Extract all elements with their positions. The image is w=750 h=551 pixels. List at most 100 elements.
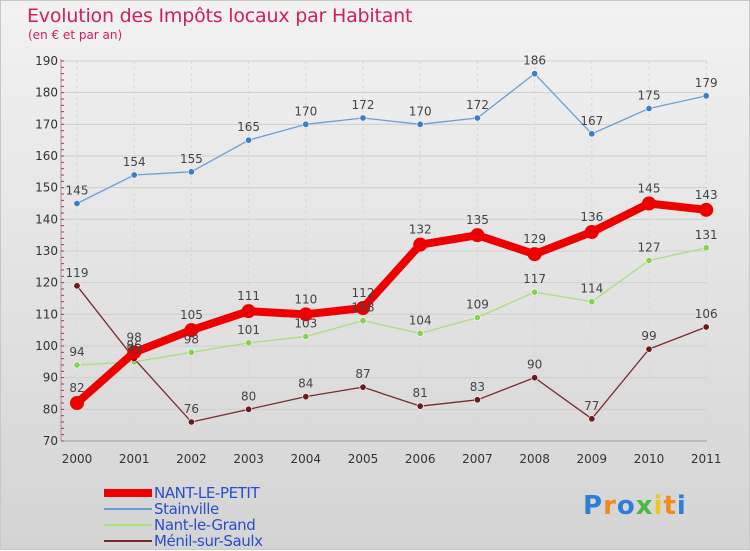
data-label: 95 (127, 342, 142, 356)
series-line (76, 285, 707, 423)
y-tick-label: 190 (35, 54, 58, 68)
data-point (645, 105, 653, 113)
data-point (531, 374, 539, 382)
chart-title: Evolution des Impôts locaux par Habitant (27, 5, 413, 27)
data-point (187, 348, 195, 356)
data-label: 105 (180, 308, 203, 322)
data-label: 76 (184, 402, 199, 416)
data-point (416, 402, 424, 410)
data-point (302, 393, 310, 401)
legend-item: Ménil-sur-Saulx (104, 533, 263, 549)
data-point (584, 225, 599, 239)
x-tick-label: 2001 (119, 452, 150, 466)
y-tick-label: 100 (35, 339, 58, 353)
data-point (645, 345, 653, 353)
data-point (416, 329, 424, 337)
data-label: 109 (466, 298, 489, 312)
data-point (531, 70, 539, 78)
data-label: 131 (695, 228, 718, 242)
data-label: 106 (695, 307, 718, 321)
data-point (302, 332, 310, 340)
data-label: 175 (638, 89, 661, 103)
data-label: 101 (237, 323, 260, 337)
data-label: 127 (638, 241, 661, 255)
data-label: 103 (294, 317, 317, 331)
data-point (245, 136, 253, 144)
y-tick-label: 80 (43, 402, 58, 416)
legend-item: Stainville (104, 501, 263, 517)
data-point (588, 130, 596, 138)
data-label: 170 (294, 104, 317, 118)
x-tick-label: 2007 (462, 452, 493, 466)
data-label: 119 (66, 266, 89, 280)
legend-label: NANT-LE-PETIT (154, 484, 260, 502)
x-tick-label: 2006 (405, 452, 436, 466)
data-point (702, 244, 710, 252)
data-label: 110 (294, 292, 317, 306)
series-line (73, 199, 711, 407)
data-label: 87 (355, 367, 370, 381)
data-point (527, 247, 542, 262)
data-point (702, 323, 710, 331)
data-label: 80 (241, 389, 256, 403)
chart-subtitle: (en € et par an) (28, 28, 123, 42)
data-label: 155 (180, 152, 203, 166)
x-tick-label: 2003 (233, 452, 264, 466)
logo-letter: r (603, 491, 617, 521)
y-tick-label: 70 (43, 434, 58, 448)
legend: NANT-LE-PETIT Stainville Nant-le-Grand M… (104, 485, 263, 549)
data-label: 82 (69, 381, 84, 395)
data-point (359, 317, 367, 325)
data-label: 154 (123, 155, 146, 169)
data-point (187, 168, 195, 176)
y-tick-label: 160 (35, 149, 58, 163)
data-point (73, 361, 81, 369)
data-point (416, 120, 424, 128)
legend-swatch (104, 524, 152, 526)
legend-item: NANT-LE-PETIT (104, 485, 263, 501)
data-point (245, 405, 253, 413)
data-point (699, 202, 714, 217)
data-label: 111 (237, 289, 260, 303)
data-point (187, 418, 195, 426)
legend-swatch (104, 508, 152, 510)
data-label: 172 (352, 98, 375, 112)
data-point (356, 301, 370, 315)
data-label: 81 (413, 386, 428, 400)
y-tick-label: 150 (35, 181, 58, 195)
data-label: 84 (298, 377, 313, 391)
data-label: 108 (352, 301, 375, 315)
data-label: 98 (127, 330, 142, 344)
data-label: 165 (237, 120, 260, 134)
y-tick-label: 120 (35, 276, 58, 290)
data-label: 132 (409, 223, 432, 237)
x-tick-label: 2009 (577, 452, 608, 466)
data-point (473, 313, 481, 321)
data-point (302, 120, 310, 128)
data-label: 145 (638, 182, 661, 196)
data-point (470, 228, 485, 243)
y-tick-label: 130 (35, 244, 58, 258)
series-line (76, 247, 707, 366)
data-point (127, 345, 142, 360)
data-label: 170 (409, 104, 432, 118)
data-label: 117 (523, 272, 546, 286)
data-label: 135 (466, 213, 489, 227)
data-point (702, 92, 710, 100)
data-point (70, 396, 84, 410)
x-tick-label: 2000 (62, 452, 93, 466)
data-label: 104 (409, 313, 432, 327)
data-point (73, 282, 81, 290)
y-tick-label: 170 (35, 117, 58, 131)
data-label: 114 (580, 282, 603, 296)
legend-label: Ménil-sur-Saulx (154, 532, 263, 550)
legend-label: Nant-le-Grand (154, 516, 256, 534)
data-label: 90 (527, 358, 542, 372)
y-tick-label: 110 (35, 307, 58, 321)
legend-item: Nant-le-Grand (104, 517, 263, 533)
data-point (184, 323, 199, 338)
legend-label: Stainville (154, 500, 219, 518)
y-tick-label: 90 (43, 371, 58, 385)
data-label: 143 (695, 188, 718, 202)
proxiti-logo: Proxiti (583, 491, 687, 521)
